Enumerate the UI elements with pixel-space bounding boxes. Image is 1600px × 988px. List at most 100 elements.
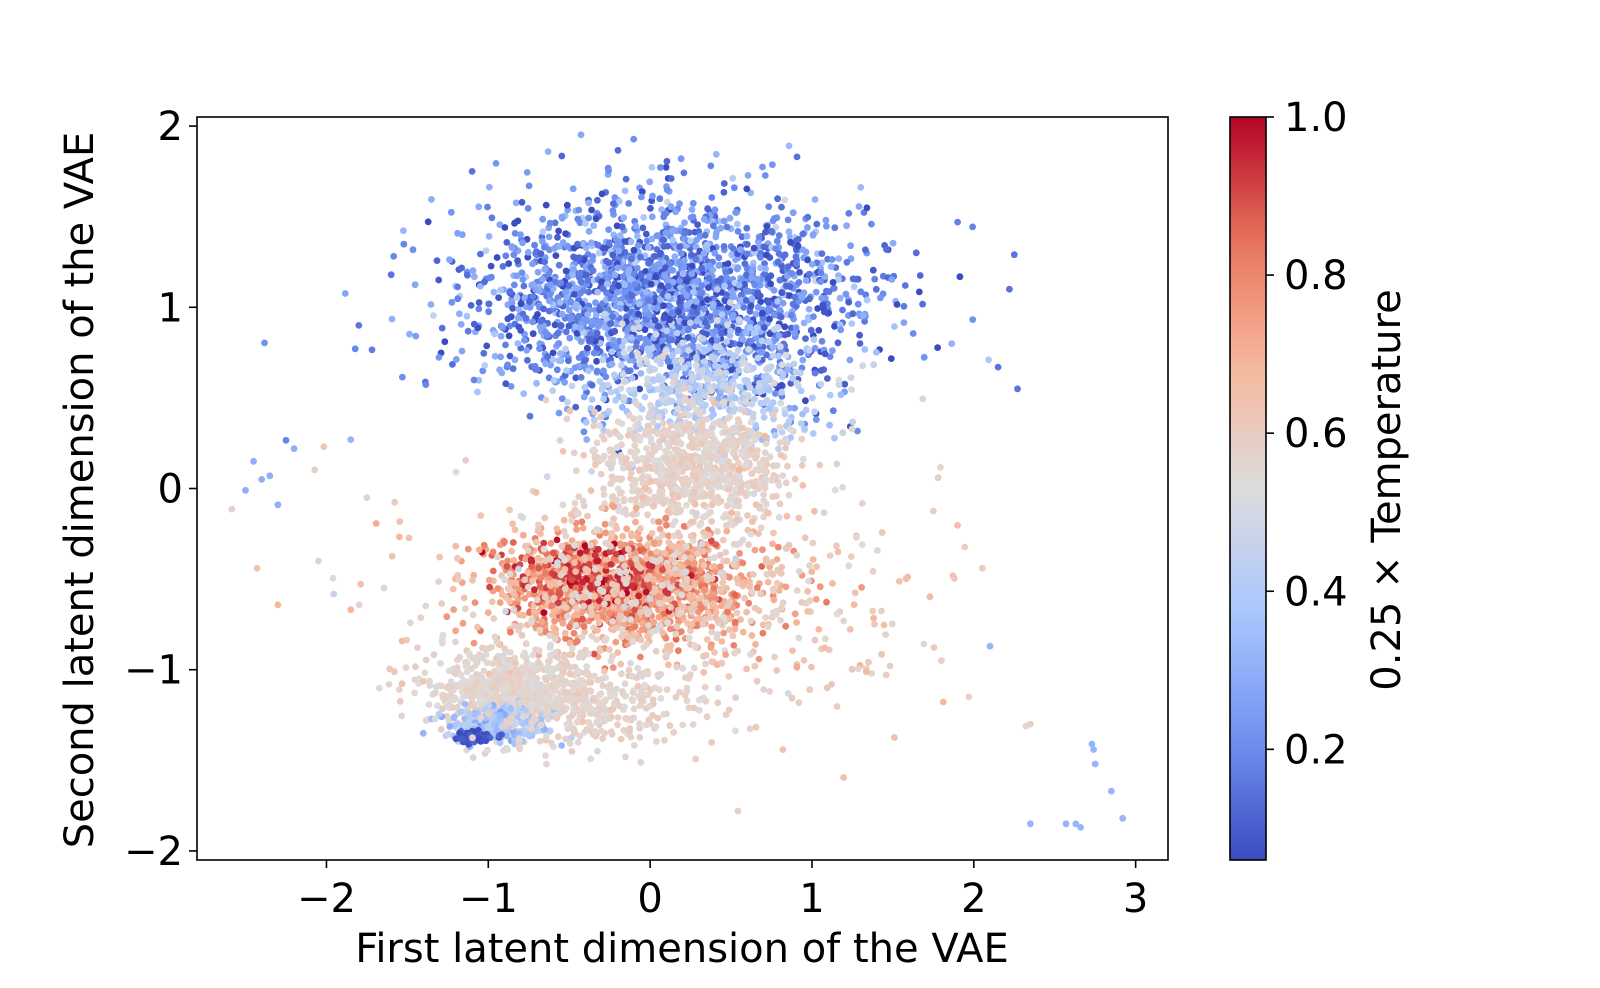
scatter-point	[630, 246, 638, 254]
scatter-point	[556, 590, 564, 598]
scatter-point	[795, 514, 803, 522]
scatter-point	[721, 438, 729, 446]
scatter-point	[734, 220, 741, 228]
scatter-point	[692, 455, 700, 463]
scatter-point	[850, 601, 858, 608]
scatter-point	[715, 343, 723, 351]
scatter-point	[919, 300, 926, 308]
scatter-point	[544, 331, 552, 339]
scatter-point	[828, 256, 836, 263]
scatter-point	[648, 163, 656, 171]
scatter-point	[588, 206, 595, 214]
scatter-point	[594, 288, 601, 296]
scatter-point	[539, 228, 547, 236]
scatter-point	[744, 172, 752, 179]
scatter-point	[663, 521, 670, 529]
scatter-point	[735, 326, 742, 334]
scatter-point	[616, 540, 624, 547]
scatter-point	[490, 288, 498, 296]
scatter-point	[848, 386, 855, 393]
scatter-point	[580, 393, 588, 401]
scatter-point	[644, 296, 652, 304]
scatter-point	[836, 321, 844, 329]
scatter-point	[676, 277, 684, 285]
scatter-point	[481, 278, 488, 286]
scatter-point	[893, 301, 901, 308]
scatter-point	[544, 353, 551, 360]
scatter-point	[824, 375, 831, 382]
scatter-point	[740, 359, 748, 367]
scatter-point	[561, 629, 569, 637]
scatter-point	[575, 254, 583, 261]
scatter-point	[537, 250, 545, 258]
scatter-point	[435, 354, 443, 361]
scatter-point	[612, 396, 619, 404]
scatter-point	[577, 278, 585, 285]
scatter-point	[675, 308, 682, 316]
scatter-point	[729, 174, 737, 182]
scatter-point	[787, 324, 795, 332]
scatter-point	[464, 327, 472, 335]
scatter-point	[672, 357, 679, 365]
scatter-point	[717, 224, 725, 232]
scatter-point	[486, 583, 493, 591]
scatter-point	[592, 299, 599, 306]
scatter-point	[579, 524, 587, 532]
scatter-point	[726, 386, 734, 393]
scatter-point	[519, 531, 527, 539]
scatter-point	[939, 698, 947, 706]
scatter-point	[390, 252, 398, 260]
scatter-point	[743, 315, 751, 322]
scatter-point	[812, 595, 820, 603]
scatter-point	[666, 363, 674, 370]
scatter-point	[611, 194, 619, 201]
scatter-point	[498, 369, 506, 377]
scatter-point	[797, 349, 805, 356]
scatter-point	[743, 232, 751, 240]
scatter-point	[734, 228, 742, 235]
scatter-point	[720, 243, 728, 250]
scatter-point	[625, 200, 633, 207]
scatter-point	[847, 242, 854, 250]
scatter-point	[799, 230, 807, 238]
scatter-point	[470, 376, 478, 384]
scatter-point	[664, 358, 672, 365]
scatter-point	[655, 260, 663, 268]
scatter-point	[835, 255, 843, 262]
scatter-point	[583, 271, 590, 279]
scatter-point	[567, 298, 575, 306]
scatter-point	[610, 336, 618, 344]
scatter-point	[557, 279, 565, 287]
scatter-point	[816, 583, 824, 591]
scatter-point	[475, 376, 483, 384]
scatter-point	[754, 447, 761, 454]
scatter-point	[282, 436, 290, 444]
scatter-point	[517, 231, 524, 239]
scatter-point	[636, 434, 644, 442]
scatter-point	[701, 392, 709, 399]
scatter-point	[750, 364, 757, 372]
scatter-point	[590, 446, 598, 454]
scatter-point	[636, 414, 644, 422]
scatter-point	[511, 356, 519, 364]
scatter-point	[449, 361, 456, 368]
scatter-point	[475, 305, 483, 313]
scatter-point	[638, 193, 645, 201]
scatter-point	[606, 609, 613, 617]
scatter-point	[526, 298, 533, 305]
scatter-point	[552, 252, 560, 259]
scatter-point	[549, 387, 556, 395]
scatter-point	[680, 397, 688, 404]
scatter-point	[757, 298, 764, 306]
scatter-point	[568, 382, 576, 390]
scatter-point	[618, 420, 626, 427]
scatter-point	[656, 437, 663, 445]
scatter-point	[391, 498, 399, 506]
scatter-point	[628, 374, 636, 382]
scatter-point	[782, 583, 790, 591]
scatter-point	[612, 343, 620, 351]
scatter-point	[551, 572, 559, 579]
scatter-point	[750, 244, 758, 252]
scatter-point	[701, 358, 709, 365]
